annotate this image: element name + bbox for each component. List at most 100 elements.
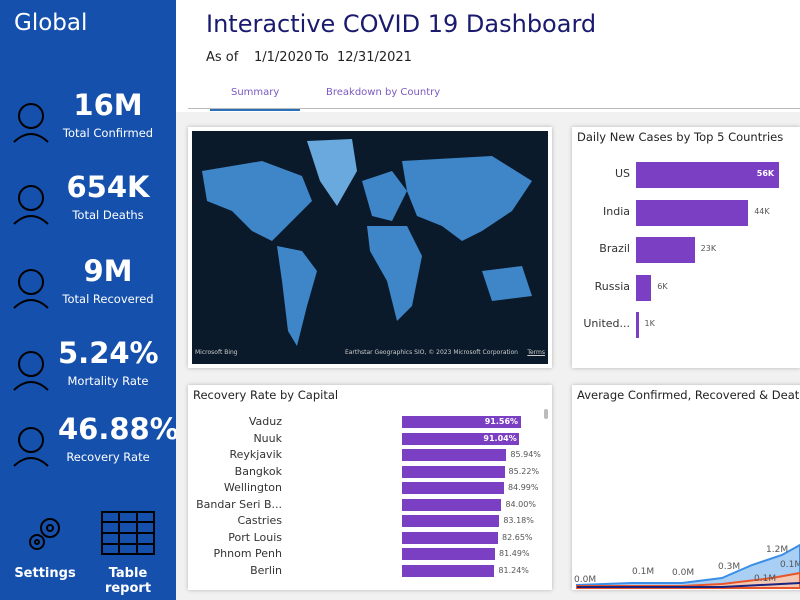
bar[interactable]: [636, 274, 652, 301]
kpi-total-deaths: 654K Total Deaths: [0, 170, 176, 240]
bar-data-label: 82.65%: [502, 532, 533, 542]
as-of-label: As of: [206, 50, 239, 65]
sidebar-title: Global: [14, 10, 88, 36]
recovered-line: [577, 582, 800, 588]
tab-summary[interactable]: Summary: [231, 87, 280, 98]
area-data-label: 0.0M: [672, 568, 695, 578]
chart-title: Recovery Rate by Capital: [193, 388, 339, 402]
kpi-label: Mortality Rate: [67, 374, 149, 388]
bar-data-label: 6K: [657, 281, 668, 291]
bar[interactable]: [636, 162, 779, 188]
happy-person-heart-icon: [13, 427, 49, 467]
bar[interactable]: [402, 498, 502, 511]
bar-category: India: [603, 204, 630, 218]
settings-button[interactable]: Settings: [12, 508, 78, 581]
tab-breakdown-by-country[interactable]: Breakdown by Country: [326, 87, 441, 98]
kpi-recovery-rate: 46.88% Recovery Rate: [0, 412, 179, 482]
bar-data-label: 85.22%: [508, 466, 540, 476]
bar-data-label: 56K: [756, 169, 775, 178]
chart-title: Average Confirmed, Recovered & Deaths: [577, 388, 800, 402]
bar[interactable]: [402, 465, 505, 478]
bar-category: Castries: [237, 514, 282, 527]
bar-data-label: 23K: [700, 244, 717, 253]
kpi-value: 16M: [73, 88, 143, 122]
bar[interactable]: [402, 449, 507, 461]
bar-data-label: 83.18%: [503, 516, 534, 525]
bar-category: Reykjavik: [229, 448, 282, 461]
sidebar: Global 16M Total Confirmed 654K Total De…: [0, 0, 179, 600]
area-data-label: 0.1M: [754, 574, 777, 584]
kpi-value: 46.88%: [58, 412, 179, 446]
bar-data-label: 84.00%: [505, 499, 536, 509]
bar[interactable]: [636, 199, 749, 226]
map-card: Microsoft Bing Earthstar Geographics SIO…: [188, 127, 552, 368]
page-title: Interactive COVID 19 Dashboard: [206, 10, 597, 38]
area-data-label: 0.1M: [632, 567, 655, 577]
area-chart: [576, 543, 800, 589]
bar-category: Port Louis: [228, 530, 282, 544]
kpi-label: Total Deaths: [72, 208, 144, 222]
bar-category: Berlin: [250, 563, 282, 577]
skull-icon: [13, 351, 49, 391]
kpi-label: Total Recovered: [62, 292, 154, 306]
skull-bed-icon: [13, 185, 49, 225]
kpi-value: 9M: [83, 254, 133, 288]
world-map-graphic: [202, 139, 532, 346]
to-date[interactable]: 12/31/2021: [337, 50, 412, 65]
world-map[interactable]: Microsoft Bing Earthstar Geographics SIO…: [192, 131, 548, 364]
tab-selected-indicator: [210, 109, 300, 111]
bar[interactable]: [402, 515, 500, 527]
area-data-label: 0.3M: [718, 562, 741, 572]
from-date[interactable]: 1/1/2020: [254, 50, 313, 65]
average-area-chart-card: Average Confirmed, Recovered & Deaths 0.…: [572, 385, 800, 590]
bar-data-label: 84.99%: [507, 483, 539, 492]
bar-data-label: 81.49%: [499, 549, 530, 558]
settings-label: Settings: [14, 566, 76, 581]
table-icon: [101, 511, 155, 555]
kpi-label: Recovery Rate: [66, 450, 150, 464]
bar-category: Nuuk: [253, 431, 282, 445]
scrollbar[interactable]: [544, 409, 548, 419]
person-heart-icon: [13, 269, 49, 309]
daily-new-cases-card: Daily New Cases by Top 5 Countries US 56…: [572, 127, 800, 368]
kpi-total-confirmed: 16M Total Confirmed: [0, 88, 176, 158]
terms-link[interactable]: Terms: [527, 349, 545, 356]
tab-divider: [188, 108, 800, 109]
kpi-total-recovered: 9M Total Recovered: [0, 254, 176, 324]
bing-logo: Microsoft Bing: [195, 349, 238, 356]
bar-category: United...: [583, 317, 630, 330]
bar-data-label: 81.24%: [498, 565, 529, 575]
bar[interactable]: [636, 312, 639, 338]
bar[interactable]: [402, 432, 520, 445]
table-report-button[interactable]: Table report: [86, 508, 170, 596]
kpi-label: Total Confirmed: [62, 126, 154, 140]
bar[interactable]: [402, 482, 504, 494]
chart-title: Daily New Cases by Top 5 Countries: [577, 130, 784, 144]
area-data-label: 0.0M: [574, 575, 597, 585]
bar[interactable]: [402, 416, 521, 428]
virus-icon: [13, 103, 49, 143]
area-data-label: 1.2M: [766, 545, 789, 555]
bar-data-label: 91.56%: [484, 417, 519, 426]
kpi-mortality-rate: 5.24% Mortality Rate: [0, 336, 176, 406]
gear-icon: [29, 518, 60, 550]
bar-category: US: [614, 167, 630, 180]
recovery-rate-card: Recovery Rate by Capital Vaduz 91.56% Nuu…: [188, 385, 552, 590]
kpi-value: 654K: [66, 170, 150, 204]
bar-category: Vaduz: [248, 415, 282, 428]
bar-category: Brazil: [599, 242, 630, 255]
bar-data-label: 1K: [644, 319, 655, 328]
bar-data-label: 91.04%: [483, 433, 517, 443]
bar[interactable]: [402, 531, 498, 544]
bar-data-label: 44K: [754, 206, 770, 216]
bar-category: Phnom Penh: [213, 547, 282, 560]
bar[interactable]: [402, 564, 495, 577]
bar-category: Russia: [594, 279, 630, 293]
bar[interactable]: [402, 548, 496, 560]
kpi-value: 5.24%: [58, 336, 159, 370]
table-report-label: Table report: [104, 566, 152, 596]
map-attribution: Earthstar Geographics SIO, © 2023 Micros…: [344, 349, 518, 356]
bar-category: Bandar Seri B...: [196, 497, 282, 511]
bar-data-label: 85.94%: [510, 450, 541, 459]
bar[interactable]: [636, 237, 695, 263]
